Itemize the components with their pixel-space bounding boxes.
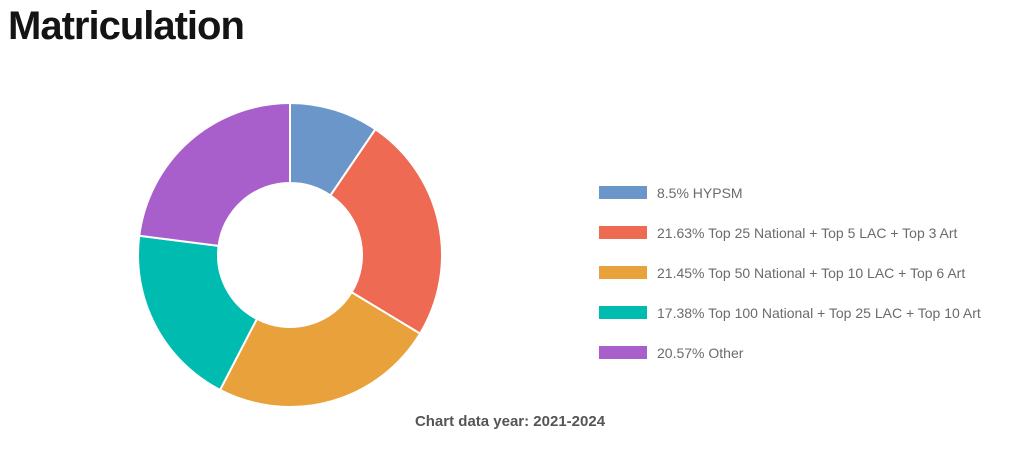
- legend-label-2: 21.45% Top 50 National + Top 10 LAC + To…: [657, 264, 966, 281]
- legend-item-3[interactable]: 17.38% Top 100 National + Top 25 LAC + T…: [599, 304, 981, 321]
- legend-swatch-1: [599, 226, 647, 239]
- donut-slice-1[interactable]: [329, 128, 443, 335]
- page-title: Matriculation: [8, 4, 245, 48]
- donut-slice-3[interactable]: [137, 234, 258, 391]
- chart-caption: Chart data year: 2021-2024: [414, 413, 606, 430]
- legend-item-4[interactable]: 20.57% Other: [599, 344, 981, 361]
- legend-label-1: 21.63% Top 25 National + Top 5 LAC + Top…: [657, 224, 958, 241]
- donut-slice-2[interactable]: [219, 291, 422, 408]
- legend-label-4: 20.57% Other: [657, 344, 744, 361]
- legend-swatch-3: [599, 306, 647, 319]
- legend-swatch-0: [599, 186, 647, 199]
- legend-item-2[interactable]: 21.45% Top 50 National + Top 10 LAC + To…: [599, 264, 981, 281]
- legend-item-1[interactable]: 21.63% Top 25 National + Top 5 LAC + Top…: [599, 224, 981, 241]
- chart-legend: 8.5% HYPSM 21.63% Top 25 National + Top 5…: [599, 184, 981, 386]
- legend-item-0[interactable]: 8.5% HYPSM: [599, 184, 981, 201]
- legend-swatch-2: [599, 266, 647, 279]
- legend-label-3: 17.38% Top 100 National + Top 25 LAC + T…: [657, 304, 981, 321]
- donut-chart: [137, 102, 443, 408]
- legend-swatch-4: [599, 346, 647, 359]
- donut-slice-4[interactable]: [138, 102, 291, 247]
- legend-label-0: 8.5% HYPSM: [657, 184, 743, 201]
